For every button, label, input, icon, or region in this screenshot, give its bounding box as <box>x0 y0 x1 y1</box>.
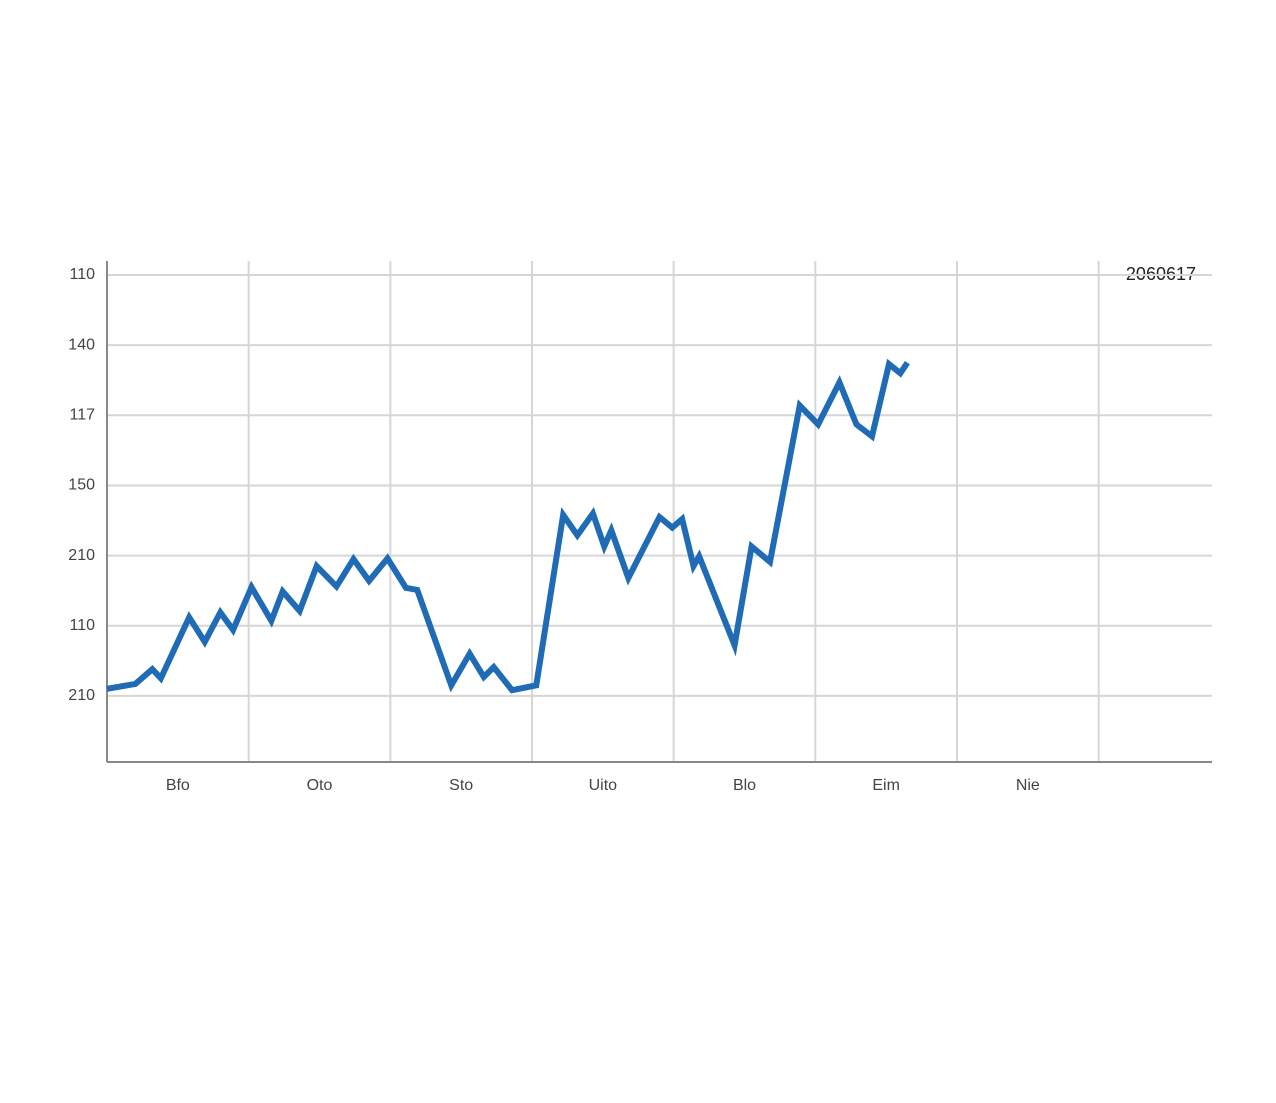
y-tick-label: 140 <box>68 336 95 353</box>
x-tick-label: Bfo <box>166 777 190 794</box>
x-tick-label: Oto <box>307 777 333 794</box>
x-tick-label: Nie <box>1016 777 1040 794</box>
y-tick-label: 117 <box>69 407 95 424</box>
y-tick-label: 110 <box>69 266 95 283</box>
x-tick-label: Uito <box>589 777 618 794</box>
annotation: 2060617 <box>1126 264 1196 284</box>
x-tick-label: Sto <box>449 777 473 794</box>
y-tick-label: 210 <box>68 687 95 704</box>
data-line <box>106 358 910 694</box>
x-tick-label: Eim <box>872 777 900 794</box>
y-tick-label: 150 <box>68 477 95 494</box>
y-tick-label: 210 <box>68 547 95 564</box>
y-tick-label: 110 <box>69 617 95 634</box>
x-tick-label: Blo <box>733 777 756 794</box>
